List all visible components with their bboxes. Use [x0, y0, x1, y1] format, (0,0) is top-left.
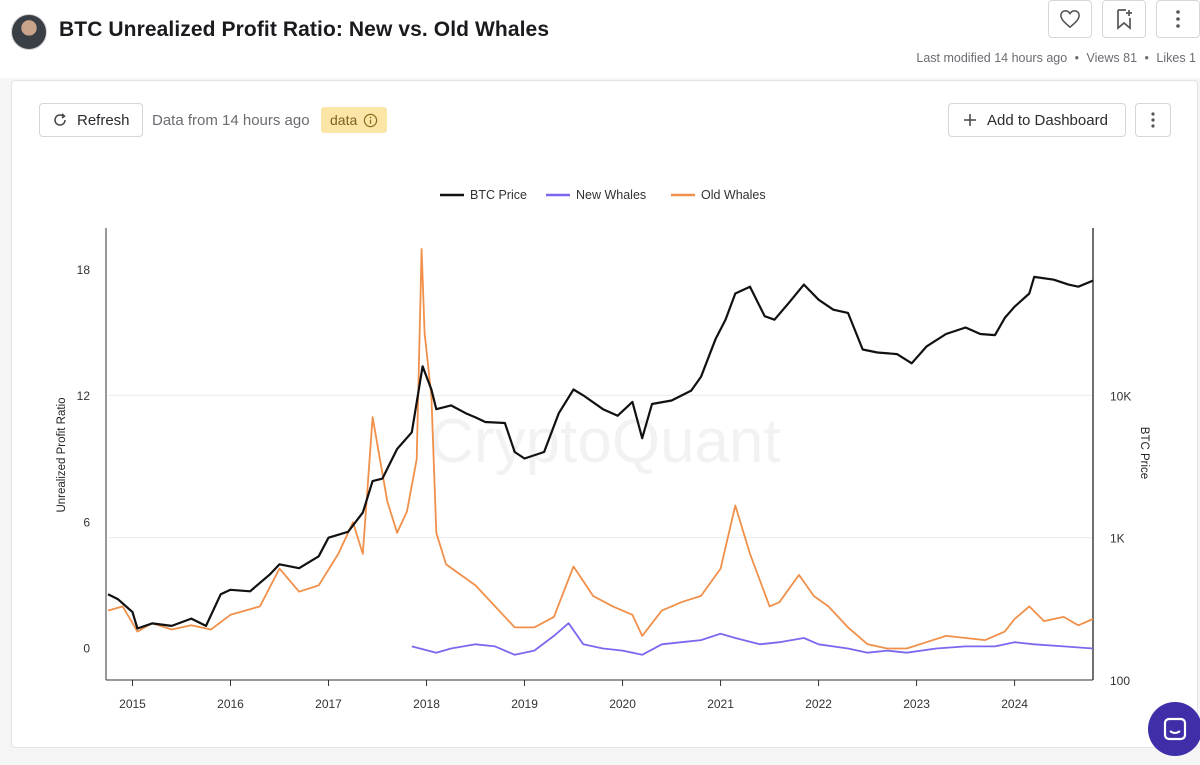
y-left-tick-label: 12: [77, 389, 91, 403]
chart-card: Refresh Data from 14 hours ago data Add …: [11, 80, 1198, 748]
x-tick-label: 2019: [511, 697, 538, 711]
add-dashboard-label: Add to Dashboard: [987, 111, 1108, 129]
axes-layer: 100 1K 10K 0 6 12 18 2015 2016 2017 2018 2019 2020 20…: [77, 228, 1131, 711]
series-old-whales-line: [107, 248, 1094, 650]
chat-icon: [1163, 717, 1187, 741]
y-left-tick-label: 6: [83, 515, 90, 529]
add-to-dashboard-button[interactable]: Add to Dashboard: [948, 103, 1126, 137]
last-modified: Last modified 14 hours ago: [916, 51, 1068, 65]
y-left-tick-label: 18: [77, 263, 91, 277]
series-layer: [107, 248, 1094, 656]
watermark-text: CryptoQuant: [429, 407, 781, 476]
y-axis-left-label: Unrealized Profit Ratio: [56, 397, 68, 512]
heart-icon: [1060, 10, 1080, 29]
x-tick-label: 2016: [217, 697, 244, 711]
y-right-tick-label: 1K: [1110, 532, 1125, 546]
top-bar: BTC Unrealized Profit Ratio: New vs. Old…: [0, 0, 1200, 78]
card-more-button[interactable]: [1135, 103, 1171, 137]
x-tick-label: 2017: [315, 697, 342, 711]
data-badge[interactable]: data: [321, 107, 388, 133]
likes-count: Likes 1: [1156, 51, 1196, 65]
x-tick-label: 2023: [903, 697, 930, 711]
refresh-button[interactable]: Refresh: [39, 103, 143, 137]
bookmark-icon: [1117, 9, 1132, 30]
like-button[interactable]: [1048, 0, 1092, 38]
grid-layer: [108, 394, 1093, 539]
more-vertical-icon: [1176, 10, 1180, 28]
x-tick-label: 2024: [1001, 697, 1028, 711]
avatar[interactable]: [11, 14, 47, 50]
series-btc-price-line: [107, 275, 1094, 630]
x-tick-label: 2018: [413, 697, 440, 711]
refresh-icon: [54, 113, 66, 126]
x-tick-label: 2015: [119, 697, 146, 711]
chat-button[interactable]: [1148, 702, 1200, 756]
legend-item-label[interactable]: New Whales: [576, 188, 646, 202]
data-freshness: Data from 14 hours ago: [152, 112, 310, 129]
legend-item-label[interactable]: BTC Price: [470, 188, 527, 202]
x-tick-label: 2021: [707, 697, 734, 711]
chart-meta: Last modified 14 hours ago • Views 81 • …: [914, 51, 1198, 65]
meta-separator: •: [1074, 51, 1080, 65]
views-count: Views 81: [1086, 51, 1138, 65]
legend-item-label[interactable]: Old Whales: [701, 188, 766, 202]
x-tick-label: 2022: [805, 697, 832, 711]
y-axis-right-label: BTC Price: [1138, 427, 1150, 479]
more-vertical-icon: [1151, 112, 1155, 128]
chart-legend[interactable]: BTC Price New Whales Old Whales: [440, 188, 766, 202]
bookmark-button[interactable]: [1102, 0, 1146, 38]
y-left-tick-label: 0: [83, 641, 90, 655]
plus-icon: [964, 114, 976, 126]
meta-separator: •: [1144, 51, 1149, 65]
x-tick-label: 2020: [609, 697, 636, 711]
y-right-tick-label: 10K: [1110, 389, 1131, 403]
page-title: BTC Unrealized Profit Ratio: New vs. Old…: [59, 18, 550, 41]
series-new-whales-line: [411, 622, 1094, 656]
info-icon: [364, 113, 378, 127]
refresh-label: Refresh: [77, 111, 130, 129]
data-badge-label: data: [330, 112, 358, 128]
y-right-tick-label: 100: [1110, 674, 1130, 688]
